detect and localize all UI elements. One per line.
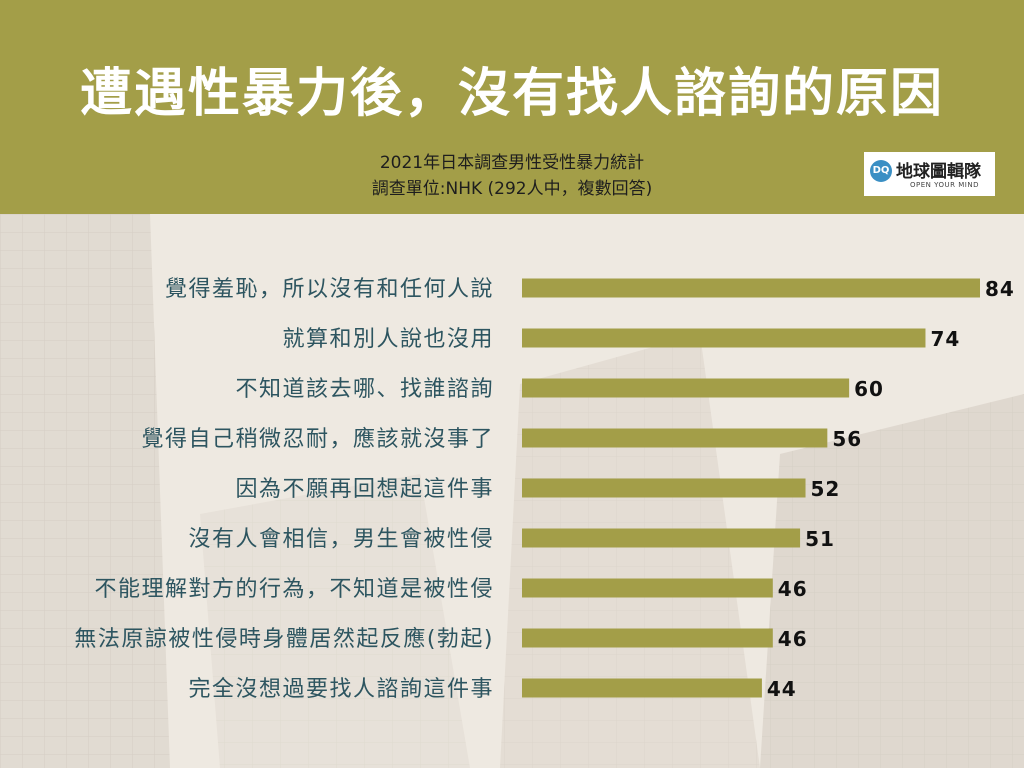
category-label: 沒有人會相信，男生會被性侵 — [188, 527, 494, 552]
bar — [522, 528, 801, 548]
category-label: 覺得羞恥，所以沒有和任何人說 — [165, 277, 494, 302]
bar — [522, 678, 762, 698]
category-label: 不知道該去哪、找誰諮詢 — [235, 377, 494, 402]
bar — [522, 428, 828, 448]
page-title: 遭遇性暴力後，沒有找人諮詢的原因 — [79, 64, 944, 124]
subtitle-source: 調查單位:NHK (292人中，複數回答) — [371, 179, 653, 199]
category-label: 因為不願再回想起這件事 — [235, 477, 494, 502]
bar — [522, 628, 773, 648]
category-label: 完全沒想過要找人諮詢這件事 — [188, 677, 494, 702]
bar — [522, 378, 850, 398]
value-label: 60 — [854, 377, 884, 401]
value-label: 46 — [778, 577, 808, 601]
value-label: 51 — [805, 527, 835, 551]
bar — [522, 578, 773, 598]
category-label: 無法原諒被性侵時身體居然起反應(勃起) — [74, 626, 494, 652]
subtitle-survey: 2021年日本調查男性受性暴力統計 — [379, 153, 645, 173]
bar — [522, 478, 806, 498]
category-label: 就算和別人說也沒用 — [282, 327, 494, 352]
value-label: 44 — [767, 677, 797, 701]
bar — [522, 278, 980, 298]
value-label: 46 — [778, 627, 808, 651]
value-label: 52 — [811, 477, 841, 501]
category-label: 覺得自己稍微忍耐，應該就沒事了 — [141, 426, 494, 452]
header-banner: 遭遇性暴力後，沒有找人諮詢的原因 2021年日本調查男性受性暴力統計 調查單位:… — [0, 0, 1024, 214]
brand-logo: DQ 地球圖輯隊 OPEN YOUR MIND — [864, 152, 995, 196]
bar — [522, 328, 926, 348]
logo-tagline: OPEN YOUR MIND — [910, 181, 979, 189]
background-buildings — [0, 214, 1024, 768]
value-label: 74 — [930, 327, 960, 351]
value-label: 84 — [985, 277, 1015, 301]
logo-name: 地球圖輯隊 — [896, 162, 981, 182]
bar-chart: 覺得羞恥，所以沒有和任何人說 84 就算和別人說也沒用 74 不知道該去哪、找誰諮詢 60… — [74, 277, 1015, 702]
category-label: 不能理解對方的行為，不知道是被性侵 — [94, 577, 494, 602]
value-label: 56 — [832, 427, 862, 451]
globe-icon: DQ — [870, 160, 892, 182]
